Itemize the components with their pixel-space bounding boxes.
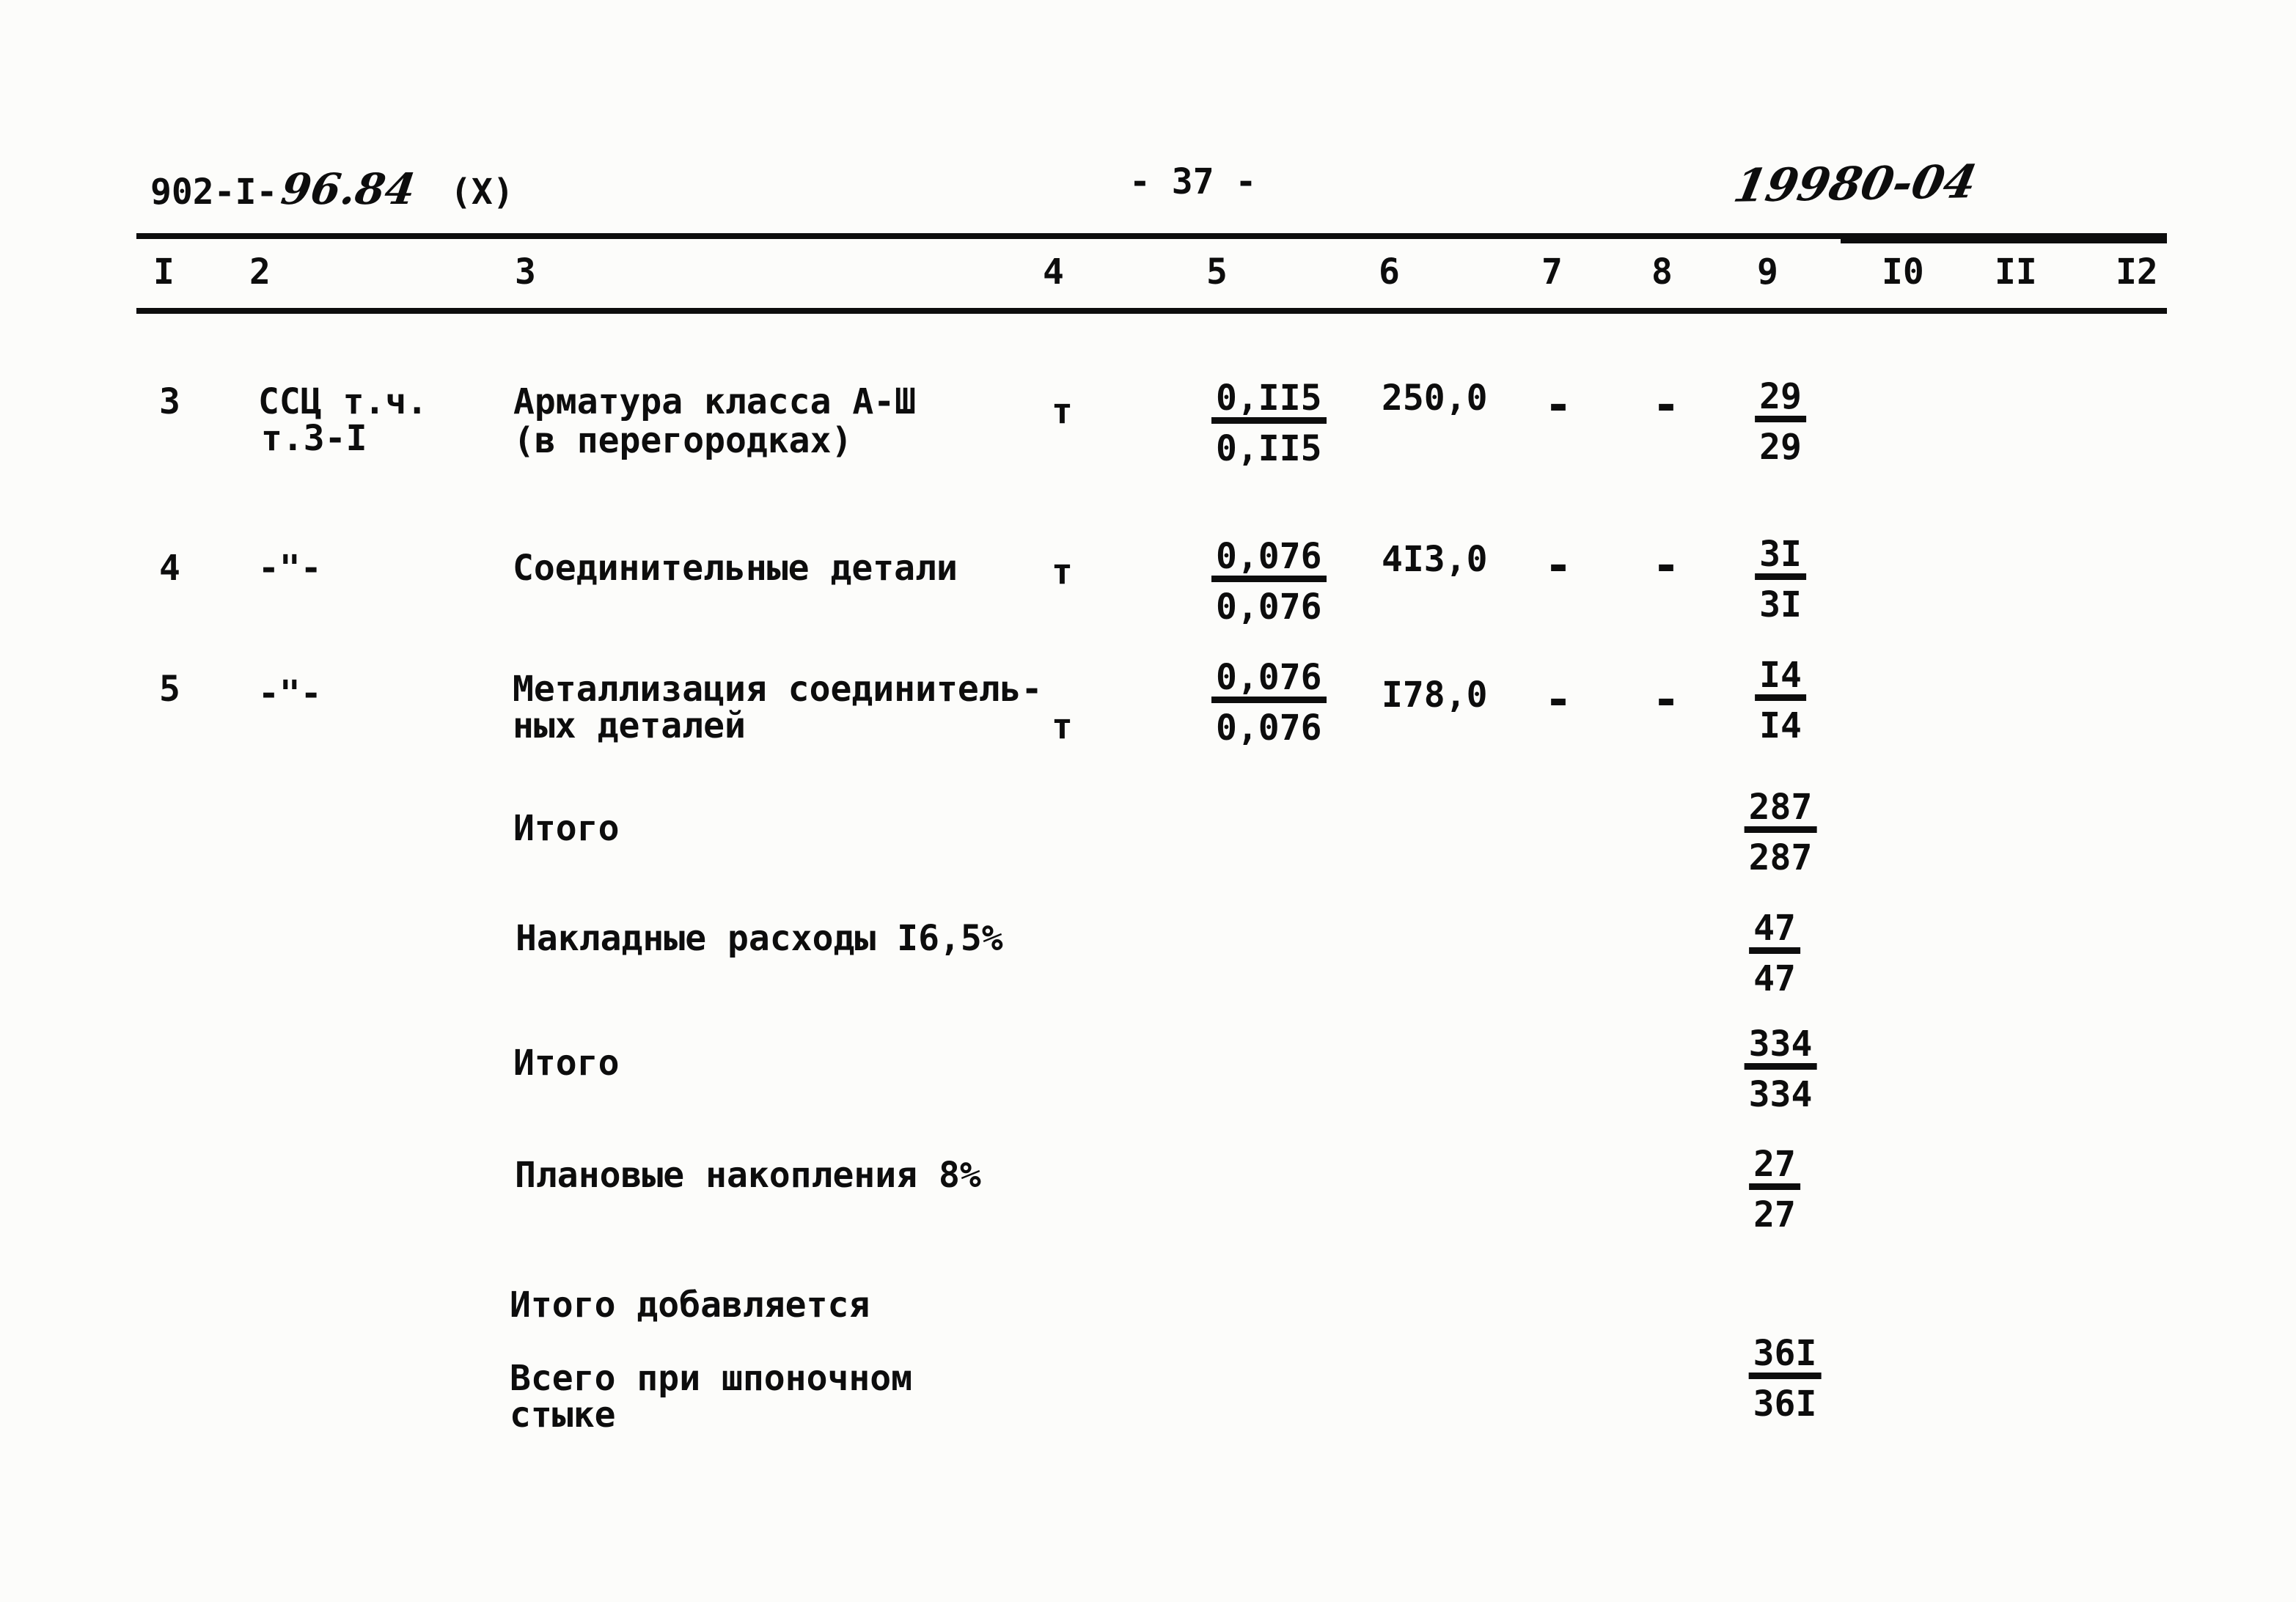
basis-ref-line2: т.3-I	[261, 418, 367, 459]
totals-label: Итого	[513, 1043, 620, 1084]
unit-cell: т	[1052, 551, 1073, 592]
unit-cell: т	[1052, 706, 1073, 747]
sum-denominator: I4	[1759, 705, 1802, 746]
sum-numerator: 29	[1755, 379, 1806, 422]
sum-fraction: I4 I4	[1755, 658, 1806, 743]
totals-numerator: 287	[1744, 790, 1817, 833]
totals-fraction: 36I 36I	[1748, 1336, 1822, 1425]
item-name-line1: Арматура класса А-Ш	[513, 381, 917, 422]
quantity-fraction: 0,076 0,076	[1211, 660, 1327, 746]
unit-cell: т	[1052, 391, 1073, 432]
col-header-8: 8	[1651, 251, 1673, 293]
quantity-numerator: 0,076	[1211, 539, 1327, 582]
col-header-10: I0	[1882, 251, 1924, 293]
totals-label-line2: стыке	[510, 1395, 616, 1436]
ditto-mark: -"-	[258, 673, 322, 714]
col-header-6: 6	[1379, 251, 1400, 293]
dash-col7: -	[1544, 673, 1573, 727]
totals-denominator: 287	[1748, 837, 1813, 878]
item-name-line1: Металлизация соединитель-	[513, 669, 1043, 710]
dash-col8: -	[1651, 539, 1681, 593]
basis-ref-line1: ССЦ т.ч.	[258, 381, 428, 422]
sum-numerator: 3I	[1755, 537, 1806, 580]
table-top-rule-overlap	[1841, 239, 2167, 243]
totals-numerator: 334	[1744, 1026, 1817, 1070]
totals-denominator: 27	[1753, 1194, 1796, 1235]
totals-label: Итого	[513, 808, 620, 849]
col-header-5: 5	[1206, 251, 1228, 293]
row-number: 4	[159, 548, 180, 589]
dash-col8: -	[1651, 378, 1681, 433]
quantity-fraction: 0,II5 0,II5	[1211, 381, 1327, 466]
totals-label: Итого добавляется	[510, 1285, 870, 1326]
sum-fraction: 29 29	[1755, 379, 1806, 465]
quantity-denominator: 0,076	[1216, 708, 1322, 749]
totals-fraction: 334 334	[1744, 1026, 1817, 1115]
totals-numerator: 36I	[1748, 1336, 1822, 1379]
totals-fraction: 27 27	[1749, 1147, 1800, 1232]
quantity-fraction: 0,076 0,076	[1211, 539, 1327, 625]
quantity-denominator: 0,076	[1216, 587, 1322, 628]
totals-denominator: 47	[1753, 958, 1796, 999]
dash-col8: -	[1651, 673, 1681, 727]
quantity-denominator: 0,II5	[1216, 428, 1322, 469]
sum-fraction: 3I 3I	[1755, 537, 1806, 622]
totals-label: Накладные расходы I6,5%	[516, 918, 1003, 959]
doc-code: 902-I-96.84 (X)	[150, 164, 514, 214]
sum-denominator: 3I	[1759, 584, 1802, 625]
totals-denominator: 334	[1748, 1074, 1813, 1115]
col-header-11: II	[1995, 251, 2037, 293]
totals-numerator: 47	[1749, 911, 1800, 954]
doc-code-handwritten: 96.84	[278, 164, 419, 214]
dash-col7: -	[1544, 539, 1573, 593]
col-header-4: 4	[1043, 251, 1064, 293]
doc-code-typed-prefix: 902-I-	[150, 172, 278, 213]
col-header-1: I	[153, 251, 175, 293]
col-header-9: 9	[1757, 251, 1778, 293]
sum-denominator: 29	[1759, 427, 1802, 468]
totals-numerator: 27	[1749, 1147, 1800, 1190]
table-header-bottom-rule	[136, 308, 2167, 314]
quantity-numerator: 0,II5	[1211, 381, 1327, 424]
totals-label-line1: Всего при шпоночном	[510, 1358, 913, 1399]
ditto-mark: -"-	[258, 548, 322, 589]
item-name-line1: Соединительные детали	[513, 548, 958, 589]
row-number: 3	[159, 381, 180, 422]
unit-price: 4I3,0	[1382, 539, 1488, 580]
totals-denominator: 36I	[1753, 1384, 1817, 1425]
item-name-line2: ных деталей	[513, 705, 746, 746]
dash-col7: -	[1544, 378, 1573, 433]
col-header-2: 2	[249, 251, 271, 293]
sum-numerator: I4	[1755, 658, 1806, 701]
totals-fraction: 287 287	[1744, 790, 1817, 878]
row-number: 5	[159, 669, 180, 710]
doc-code-suffix: (X)	[450, 172, 514, 213]
item-name-line2: (в перегородках)	[513, 420, 853, 461]
totals-label: Плановые накопления 8%	[515, 1155, 981, 1196]
unit-price: I78,0	[1382, 675, 1488, 716]
table-top-rule	[136, 233, 2167, 239]
col-header-12: I2	[2116, 251, 2158, 293]
col-header-7: 7	[1541, 251, 1563, 293]
unit-price: 250,0	[1382, 378, 1488, 419]
page-number: - 37 -	[1129, 161, 1257, 202]
handwritten-stamp-number: 19980-04	[1729, 155, 1981, 213]
col-header-3: 3	[515, 251, 536, 293]
totals-fraction: 47 47	[1749, 911, 1800, 996]
quantity-numerator: 0,076	[1211, 660, 1327, 703]
